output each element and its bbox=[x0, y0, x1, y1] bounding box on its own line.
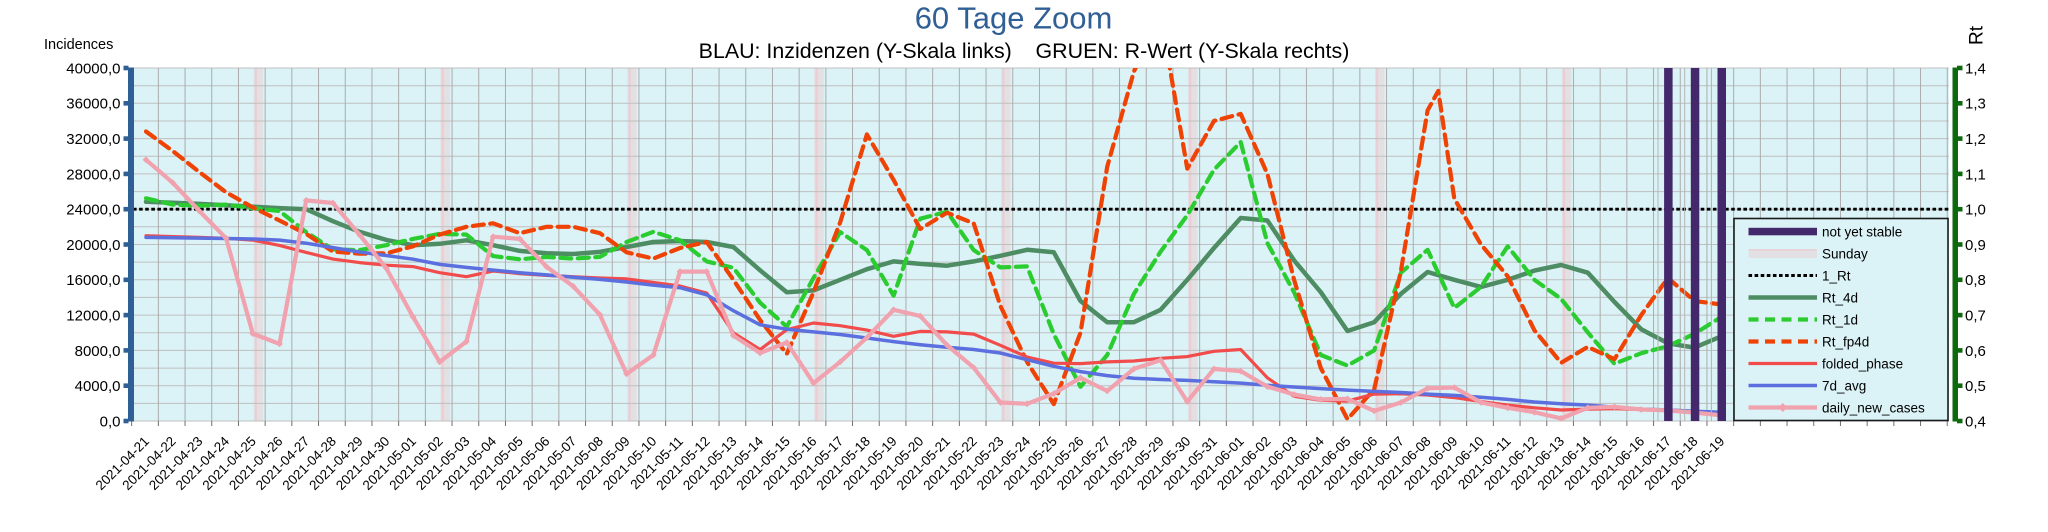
svg-text:1,0: 1,0 bbox=[1965, 202, 1986, 219]
svg-text:1,1: 1,1 bbox=[1965, 166, 1986, 183]
svg-text:4000,0: 4000,0 bbox=[75, 378, 121, 395]
svg-text:40000,0: 40000,0 bbox=[66, 60, 120, 77]
svg-text:28000,0: 28000,0 bbox=[66, 166, 120, 183]
svg-text:1,4: 1,4 bbox=[1965, 60, 1986, 77]
svg-text:0,7: 0,7 bbox=[1965, 308, 1986, 325]
svg-text:16000,0: 16000,0 bbox=[66, 272, 120, 289]
svg-text:0,0: 0,0 bbox=[100, 413, 121, 430]
svg-text:BLAU: Inzidenzen (Y-Skala link: BLAU: Inzidenzen (Y-Skala links) GRUEN: … bbox=[699, 39, 1350, 63]
svg-text:36000,0: 36000,0 bbox=[66, 96, 120, 113]
svg-text:0,8: 0,8 bbox=[1965, 272, 1986, 289]
svg-text:8000,0: 8000,0 bbox=[75, 343, 121, 360]
svg-text:folded_phase: folded_phase bbox=[1822, 357, 1903, 372]
svg-text:7d_avg: 7d_avg bbox=[1822, 379, 1866, 394]
svg-text:1_Rt: 1_Rt bbox=[1822, 269, 1851, 284]
svg-text:32000,0: 32000,0 bbox=[66, 131, 120, 148]
svg-text:0,9: 0,9 bbox=[1965, 237, 1986, 254]
svg-text:Sunday: Sunday bbox=[1822, 247, 1868, 262]
svg-text:Rt_1d: Rt_1d bbox=[1822, 313, 1858, 328]
svg-text:24000,0: 24000,0 bbox=[66, 202, 120, 219]
svg-text:60 Tage Zoom: 60 Tage Zoom bbox=[915, 1, 1113, 36]
svg-text:daily_new_cases: daily_new_cases bbox=[1822, 401, 1925, 416]
svg-text:Incidences: Incidences bbox=[44, 37, 113, 53]
svg-text:1,3: 1,3 bbox=[1965, 96, 1986, 113]
svg-text:0,6: 0,6 bbox=[1965, 343, 1986, 360]
svg-text:0,4: 0,4 bbox=[1965, 413, 1986, 430]
svg-text:1,2: 1,2 bbox=[1965, 131, 1986, 148]
svg-text:20000,0: 20000,0 bbox=[66, 237, 120, 254]
svg-text:Rt_4d: Rt_4d bbox=[1822, 291, 1858, 306]
svg-text:12000,0: 12000,0 bbox=[66, 308, 120, 325]
svg-text:Rt_fp4d: Rt_fp4d bbox=[1822, 335, 1869, 350]
svg-text:Rt: Rt bbox=[1967, 25, 1988, 45]
svg-text:0,5: 0,5 bbox=[1965, 378, 1986, 395]
svg-text:not yet stable: not yet stable bbox=[1822, 225, 1902, 240]
